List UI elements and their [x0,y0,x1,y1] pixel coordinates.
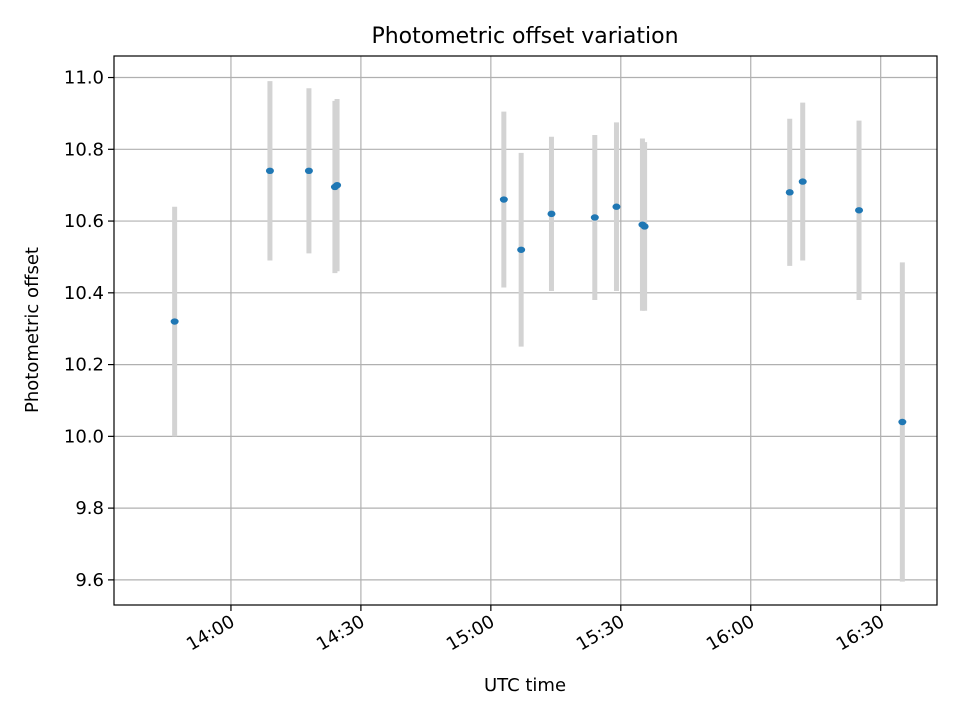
data-point [640,223,649,230]
y-tick-label: 10.0 [64,426,104,447]
data-point [499,196,508,203]
data-point [590,214,599,221]
data-points [170,167,907,426]
data-point [612,203,621,210]
data-point [517,246,526,253]
data-point [304,167,313,175]
y-tick-label: 10.8 [64,139,104,160]
y-tick-label: 10.6 [64,211,104,232]
data-point [898,418,907,426]
data-point [785,189,794,196]
data-point [333,181,342,189]
data-point [265,167,274,175]
y-tick-label: 11.0 [64,68,104,89]
y-tick-label: 10.2 [64,355,104,376]
y-tick-label: 10.4 [64,283,104,304]
y-axis-label: Photometric offset [22,247,43,413]
x-axis-label: UTC time [484,675,566,696]
grid [114,56,937,605]
chart-title: Photometric offset variation [371,24,678,49]
data-point [798,178,807,185]
y-tick-label: 9.6 [75,570,104,591]
data-point [170,318,179,325]
plot-frame [113,55,938,606]
data-point [855,207,864,214]
y-tick-label: 9.8 [75,498,104,519]
data-point [547,210,556,218]
